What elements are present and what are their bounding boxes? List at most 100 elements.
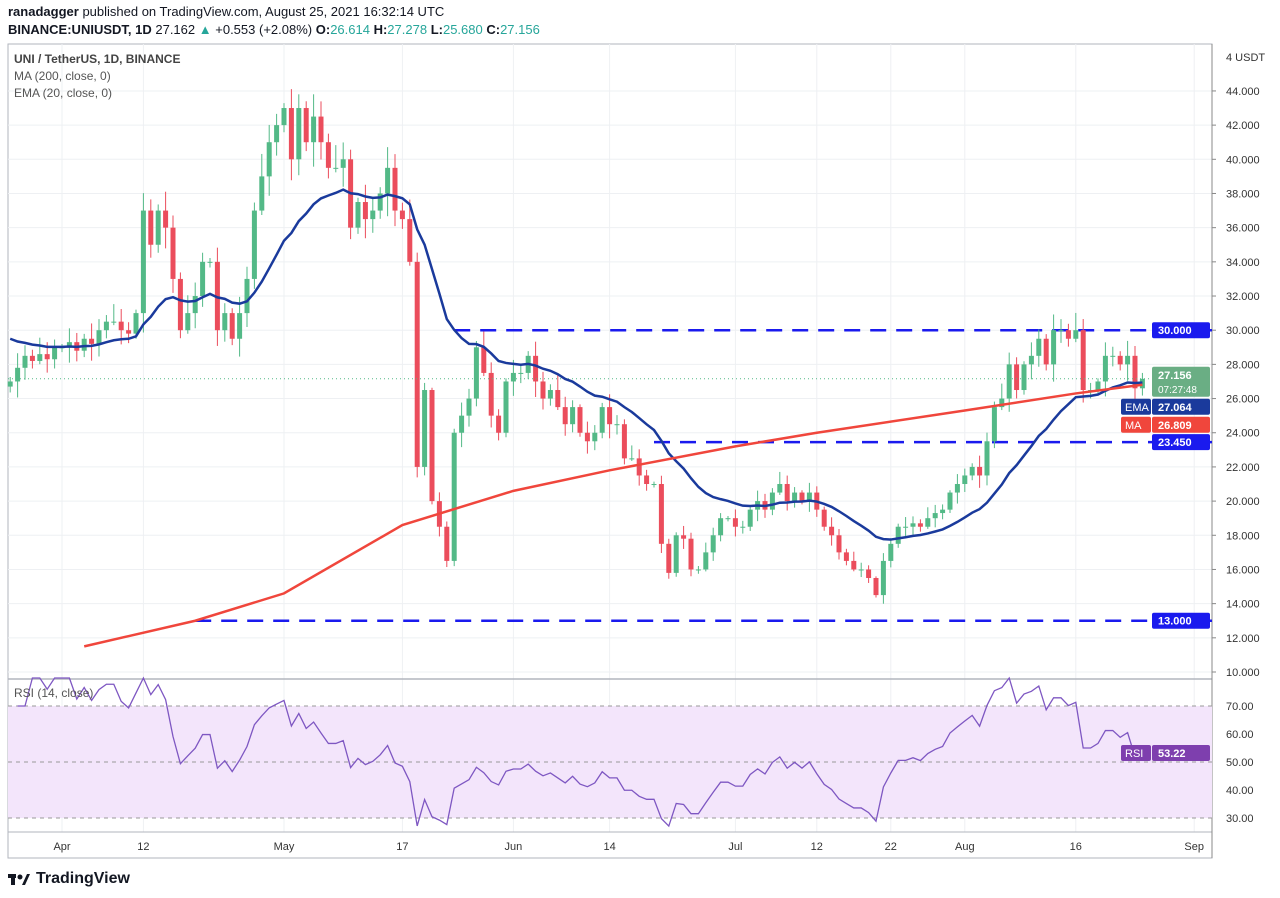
candle xyxy=(222,303,228,342)
candle-body xyxy=(222,313,228,331)
ema-legend[interactable]: EMA (20, close, 0) xyxy=(14,86,113,100)
candle xyxy=(177,272,183,339)
candle xyxy=(851,551,857,572)
candle-body xyxy=(732,518,738,527)
candle-body xyxy=(7,381,13,387)
candle-body xyxy=(806,492,812,502)
level-price-tag-bg xyxy=(1152,612,1210,629)
candle-body xyxy=(170,227,176,279)
ma-value-tag-bg xyxy=(1152,416,1210,433)
candle-body xyxy=(799,492,805,502)
publisher[interactable]: ranadagger xyxy=(8,4,79,19)
candle xyxy=(451,428,457,567)
candle xyxy=(140,193,146,333)
candle xyxy=(947,490,953,514)
ma-legend[interactable]: MA (200, close, 0) xyxy=(14,69,111,83)
low-label: L: xyxy=(430,22,443,37)
candle-body xyxy=(192,296,198,314)
candle-body xyxy=(947,492,953,510)
candle-body xyxy=(96,330,102,344)
candle xyxy=(806,482,812,512)
candle-body xyxy=(200,261,206,297)
candle-body xyxy=(740,526,746,528)
x-tick-label: Aug xyxy=(955,841,975,853)
rsi-legend[interactable]: RSI (14, close) xyxy=(14,686,94,700)
candle-body xyxy=(858,569,864,571)
candle xyxy=(392,154,398,227)
candle-body xyxy=(207,261,213,263)
candle xyxy=(954,474,960,504)
ema-tag-bg xyxy=(1121,398,1151,415)
x-tick-label: Jul xyxy=(728,841,742,853)
candle-body xyxy=(1073,330,1079,339)
candle-body xyxy=(281,108,287,126)
candle-body xyxy=(414,261,420,467)
candle-body xyxy=(1043,338,1049,365)
candle xyxy=(170,215,176,293)
candle-body xyxy=(66,342,72,348)
rsi-tick-label: 70.00 xyxy=(1226,701,1254,713)
candle xyxy=(1073,312,1079,343)
candle-body xyxy=(148,210,154,245)
y-tick-label: 38.000 xyxy=(1226,188,1260,200)
candle-body xyxy=(584,432,590,442)
candle xyxy=(607,394,613,439)
candle-body xyxy=(244,278,250,314)
candle xyxy=(858,562,864,578)
candle xyxy=(518,364,524,384)
candle-body xyxy=(1095,381,1101,391)
candle xyxy=(96,319,102,357)
candle xyxy=(651,481,657,488)
candle-body xyxy=(303,108,309,143)
candle-body xyxy=(385,167,391,194)
candle-body xyxy=(140,210,146,314)
candle-body xyxy=(1117,355,1123,365)
y-tick-label: 44.000 xyxy=(1226,86,1260,98)
candle xyxy=(311,94,317,167)
tradingview-logo[interactable]: TradingView xyxy=(8,870,130,888)
candle xyxy=(444,521,450,568)
candle-body xyxy=(89,338,95,344)
candle-body xyxy=(1125,355,1131,365)
candle-body xyxy=(37,354,43,361)
candle xyxy=(473,341,479,407)
candle-body xyxy=(577,407,583,433)
candle xyxy=(1102,342,1108,397)
candle-body xyxy=(473,347,479,399)
candle xyxy=(843,548,849,566)
candle xyxy=(303,101,309,152)
candle-body xyxy=(666,543,672,573)
candle-body xyxy=(44,354,50,360)
candle xyxy=(621,419,627,465)
symbol: BINANCE:UNIUSDT, 1D xyxy=(8,22,152,37)
candle-body xyxy=(518,372,524,374)
ema-value-tag: 27.064 xyxy=(1158,402,1193,414)
candle-body xyxy=(1102,355,1108,382)
candle-body xyxy=(658,484,664,544)
candle-body xyxy=(547,390,553,399)
candle-body xyxy=(481,347,487,373)
candle xyxy=(1021,361,1027,395)
candle-body xyxy=(459,415,465,433)
candle-body xyxy=(325,142,331,168)
candle-body xyxy=(821,509,827,527)
candle xyxy=(888,538,894,568)
candle xyxy=(644,469,650,491)
high-label: H: xyxy=(373,22,388,37)
x-tick-label: Apr xyxy=(53,841,70,853)
candle-body xyxy=(29,355,35,361)
x-tick-label: 12 xyxy=(811,841,823,853)
candle xyxy=(244,266,250,328)
y-tick-label: 18.000 xyxy=(1226,530,1260,542)
candle xyxy=(148,199,154,258)
candle xyxy=(192,282,198,329)
candle-body xyxy=(370,210,376,220)
candle-body xyxy=(318,116,324,143)
x-tick-label: Jun xyxy=(505,841,523,853)
candle xyxy=(732,509,738,537)
candle-body xyxy=(1110,355,1116,357)
candle xyxy=(540,371,546,410)
x-tick-label: Sep xyxy=(1184,841,1204,853)
